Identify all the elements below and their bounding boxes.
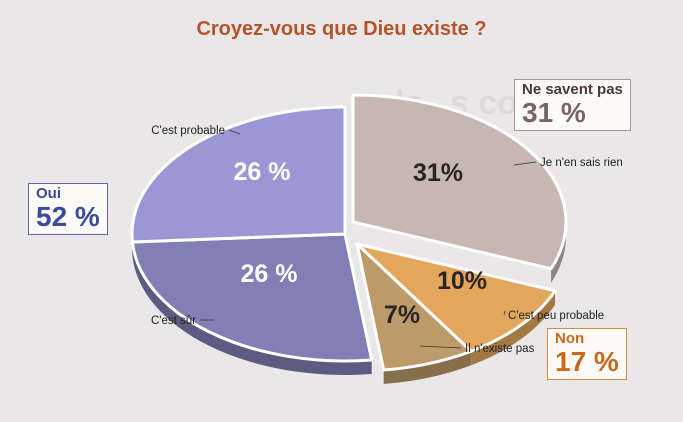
summary-box-ne-savent-pas: Ne savent pas 31 % — [514, 79, 631, 132]
leader-line — [513, 161, 537, 166]
slice-category-label: Je n'en sais rien — [540, 157, 623, 169]
pie-slice — [130, 232, 374, 363]
summary-box-oui-value: 52 % — [36, 200, 100, 232]
pie-slice — [355, 242, 473, 372]
slice-value-label: 31% — [413, 159, 463, 187]
slice-category-label: C'est sûr — [151, 315, 196, 327]
summary-box-oui: Oui 52 % — [28, 183, 108, 236]
pie-slice-side — [471, 290, 556, 366]
summary-box-non: Non 17 % — [547, 328, 627, 381]
chart-title: Croyez-vous que Dieu existe ? — [196, 18, 487, 40]
pie-slice — [355, 242, 557, 353]
leader-line — [503, 310, 506, 316]
slice-category-label: C'est probable — [151, 125, 225, 137]
pie-slice — [130, 105, 347, 244]
leader-line — [419, 345, 462, 349]
slice-value-label: 26 % — [234, 158, 291, 186]
summary-box-ne-savent-pas-value: 31 % — [522, 96, 586, 128]
pie-slice — [351, 93, 568, 271]
summary-box-non-label: Non — [555, 330, 585, 347]
slice-category-label: Il n'existe pas — [465, 343, 535, 355]
slice-value-label: 7% — [384, 301, 420, 329]
leader-line — [228, 129, 241, 135]
summary-box-oui-label: Oui — [36, 185, 61, 202]
slice-value-label: 26 % — [241, 260, 298, 288]
slice-value-label: 10% — [437, 267, 487, 295]
summary-box-ne-savent-pas-label: Ne savent pas — [522, 81, 623, 98]
summary-box-non-value: 17 % — [555, 345, 619, 377]
slice-category-label: C'est peu probable — [508, 310, 604, 322]
